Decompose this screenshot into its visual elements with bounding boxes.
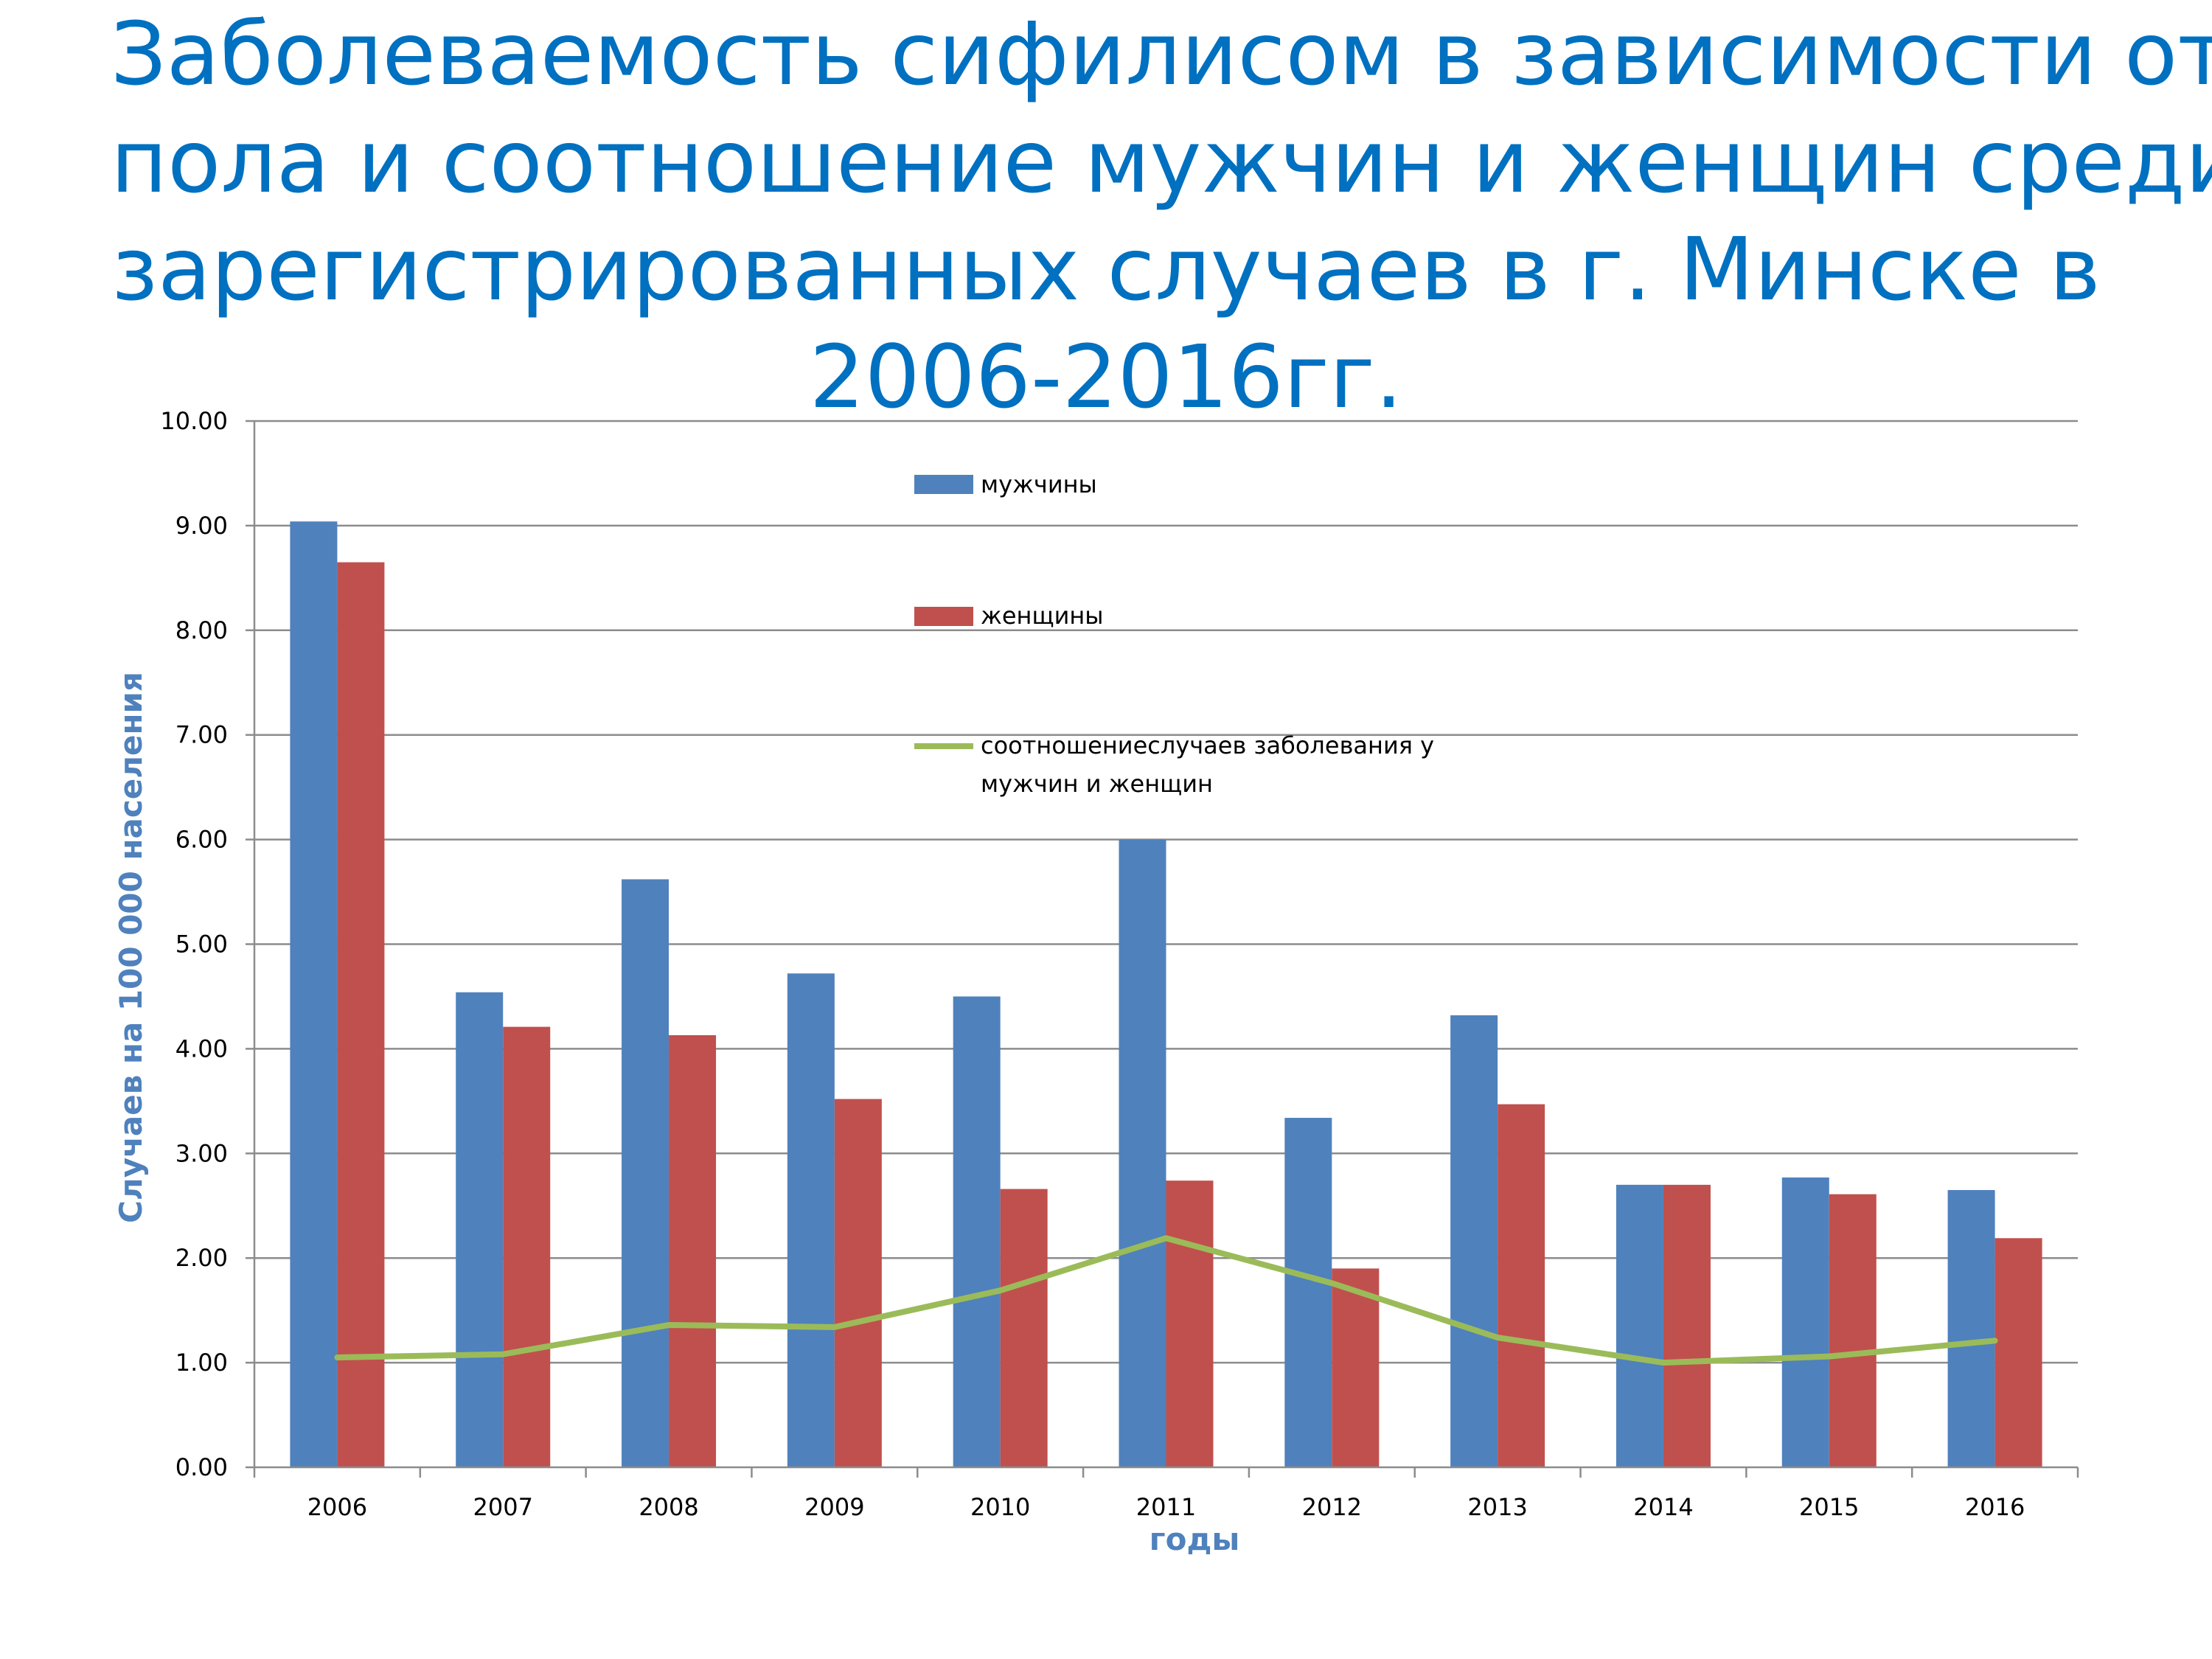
title-line: 2006-2016гг. — [809, 326, 1403, 428]
y-tick-label: 9.00 — [175, 512, 228, 540]
x-tick-label: 2008 — [639, 1493, 698, 1521]
x-tick-label: 2012 — [1302, 1493, 1362, 1521]
bar-men — [1119, 839, 1166, 1467]
x-tick-label: 2016 — [1965, 1493, 2025, 1521]
bar-men — [1450, 1015, 1498, 1467]
x-tick-label: 2014 — [1633, 1493, 1693, 1521]
bar-men — [953, 996, 1001, 1467]
x-tick-label: 2013 — [1467, 1493, 1527, 1521]
bar-men — [622, 879, 669, 1467]
y-tick-label: 6.00 — [175, 826, 228, 854]
chart-title: Заболеваемость сифилисом в зависимости о… — [111, 0, 2212, 431]
y-tick-label: 10.00 — [160, 407, 228, 435]
bar-women — [1332, 1268, 1380, 1467]
x-tick-label: 2007 — [473, 1493, 533, 1521]
bar-men — [1284, 1118, 1332, 1467]
legend-label-men: мужчины — [981, 470, 1097, 498]
bar-women — [1829, 1194, 1877, 1467]
y-tick-label: 4.00 — [175, 1034, 228, 1062]
y-tick-label: 3.00 — [175, 1139, 228, 1167]
y-tick-label: 7.00 — [175, 721, 228, 749]
x-tick-label: 2010 — [970, 1493, 1030, 1521]
legend-label-women: женщины — [981, 602, 1104, 630]
bar-men — [456, 992, 504, 1467]
title-line: Заболеваемость сифилисом в зависимости о… — [111, 3, 2212, 105]
bar-women — [1994, 1238, 2042, 1467]
ratio-line-layer — [334, 1235, 1998, 1366]
bar-women — [1498, 1104, 1545, 1467]
legend-label-ratio-line2: мужчин и женщин — [981, 770, 1213, 798]
title-line: зарегистрированных случаев в г. Минске в — [111, 218, 2101, 320]
legend: мужчины женщины соотношениеслучаев забол… — [914, 470, 1434, 798]
x-tick-label: 2011 — [1136, 1493, 1196, 1521]
y-tick-label: 0.00 — [175, 1453, 228, 1481]
legend-swatch-men — [914, 475, 973, 494]
bars — [290, 521, 2042, 1468]
x-tick-label: 2006 — [307, 1493, 367, 1521]
y-tick-label: 1.00 — [175, 1349, 228, 1377]
legend-label-ratio-line1: соотношениеслучаев заболевания у — [981, 731, 1434, 759]
bar-men — [787, 973, 835, 1467]
bar-women — [337, 562, 385, 1468]
x-axis-title: годы — [1150, 1521, 1240, 1557]
bar-men — [1781, 1177, 1829, 1467]
y-axis-title: Случаев на 100 000 населения — [113, 672, 149, 1223]
bar-women — [1663, 1184, 1711, 1467]
bar-women — [834, 1099, 882, 1467]
bar-men — [290, 521, 338, 1467]
bar-women — [669, 1034, 717, 1467]
bar-women — [1166, 1180, 1214, 1467]
bar-women — [503, 1026, 551, 1467]
ticks: 0.00 1.00 2.00 3.00 4.00 5.00 6.00 7.00 8.00 9.00… — [160, 407, 2025, 1521]
y-tick-label: 8.00 — [175, 616, 228, 644]
y-tick-label: 2.00 — [175, 1244, 228, 1272]
bar-men — [1947, 1189, 1995, 1467]
x-tick-label: 2015 — [1799, 1493, 1859, 1521]
legend-swatch-women — [914, 607, 973, 626]
title-line: пола и соотношение мужчин и женщин среди — [111, 111, 2212, 212]
x-tick-label: 2009 — [804, 1493, 864, 1521]
bar-women — [1000, 1189, 1048, 1467]
bar-men — [1615, 1184, 1663, 1467]
y-tick-label: 5.00 — [175, 931, 228, 959]
